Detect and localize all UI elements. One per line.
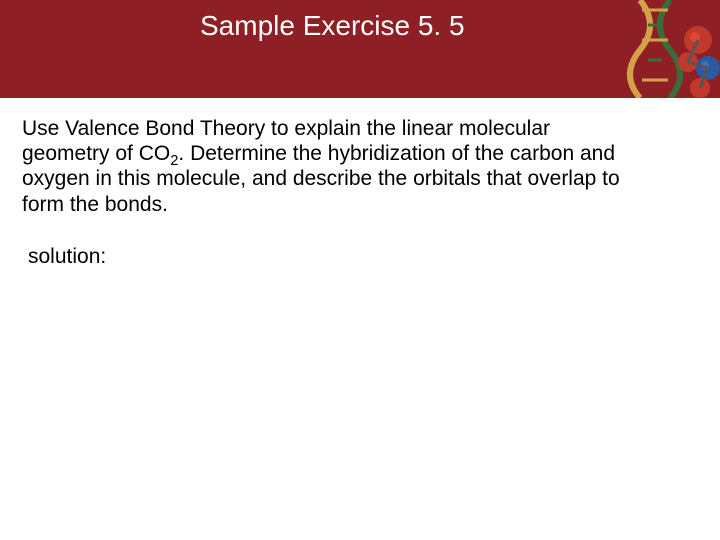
problem-line1: Use Valence Bond Theory to explain the l… [22,117,550,140]
problem-line3: oxygen in this molecule, and describe th… [22,167,620,190]
slide-header: Sample Exercise 5. 5 [0,0,720,98]
solution-label: solution: [28,245,698,269]
problem-line4: form the bonds. [22,193,168,216]
slide-title: Sample Exercise 5. 5 [200,10,465,42]
header-decoration [610,0,720,98]
slide-content: Use Valence Bond Theory to explain the l… [0,98,720,269]
problem-line2b: . Determine the hybridization of the car… [178,142,615,165]
dna-molecule-icon [610,0,720,98]
problem-statement: Use Valence Bond Theory to explain the l… [22,116,698,217]
problem-line2a: geometry of CO [22,142,170,165]
